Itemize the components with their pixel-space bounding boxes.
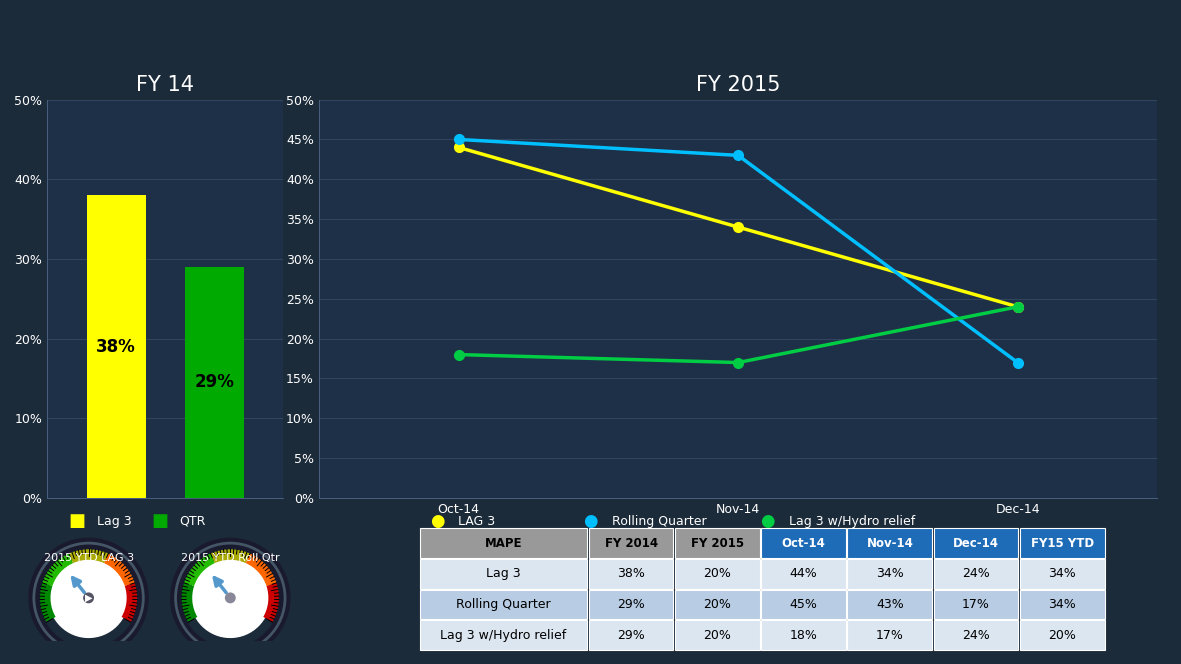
FancyBboxPatch shape [420,529,587,558]
Text: ●: ● [430,512,444,531]
FancyBboxPatch shape [934,559,1018,589]
Wedge shape [43,554,73,586]
Text: 2015 YTD Roll Qtr: 2015 YTD Roll Qtr [181,553,280,563]
Text: Dec-14: Dec-14 [953,537,999,550]
FancyBboxPatch shape [848,620,932,650]
FancyBboxPatch shape [848,559,932,589]
Text: 20%: 20% [1049,629,1076,642]
Text: 17%: 17% [876,629,903,642]
Text: ■: ■ [68,512,85,531]
Wedge shape [246,554,276,586]
FancyBboxPatch shape [589,620,673,650]
Wedge shape [182,583,197,622]
Text: FY 2014: FY 2014 [605,537,658,550]
Wedge shape [210,549,250,563]
FancyBboxPatch shape [589,559,673,589]
FancyBboxPatch shape [762,529,846,558]
Bar [86,195,145,498]
Wedge shape [104,554,135,586]
FancyBboxPatch shape [676,620,759,650]
Wedge shape [40,583,56,622]
Text: 44%: 44% [790,568,817,580]
FancyBboxPatch shape [676,590,759,620]
Text: FY 2015: FY 2015 [691,537,744,550]
Text: 34%: 34% [1049,568,1076,580]
FancyBboxPatch shape [1020,529,1104,558]
FancyBboxPatch shape [848,529,932,558]
Text: 34%: 34% [213,619,248,634]
Text: LAG 3: LAG 3 [458,515,495,528]
Title: FY 2015: FY 2015 [696,75,781,95]
Text: 43%: 43% [876,598,903,611]
FancyBboxPatch shape [589,529,673,558]
FancyBboxPatch shape [762,620,846,650]
Text: 20%: 20% [704,598,731,611]
Text: Rolling Quarter: Rolling Quarter [612,515,706,528]
Wedge shape [263,583,279,622]
Circle shape [191,558,269,637]
FancyBboxPatch shape [762,559,846,589]
Text: Oct-14: Oct-14 [782,537,826,550]
Circle shape [84,593,93,603]
Text: Nov-14: Nov-14 [867,537,913,550]
FancyBboxPatch shape [762,590,846,620]
Text: 34%: 34% [876,568,903,580]
Text: 24%: 24% [963,629,990,642]
Text: 29%: 29% [618,598,645,611]
Text: QTR: QTR [180,515,205,528]
Text: 34%: 34% [71,619,106,634]
FancyBboxPatch shape [589,590,673,620]
Text: ●: ● [761,512,775,531]
Wedge shape [122,583,137,622]
FancyBboxPatch shape [934,529,1018,558]
Text: 20%: 20% [704,568,731,580]
Text: 20%: 20% [704,629,731,642]
FancyBboxPatch shape [420,559,587,589]
Text: 34%: 34% [1049,598,1076,611]
FancyBboxPatch shape [934,620,1018,650]
Text: Lag 3: Lag 3 [97,515,131,528]
Circle shape [226,593,235,603]
Text: 45%: 45% [790,598,817,611]
Text: 38%: 38% [97,337,136,356]
Wedge shape [184,554,215,586]
Text: Lag 3 w/Hydro relief: Lag 3 w/Hydro relief [441,629,567,642]
Title: FY 14: FY 14 [136,75,195,95]
Text: ▶: ▶ [85,593,92,603]
Text: 18%: 18% [790,629,817,642]
Text: ●: ● [583,512,598,531]
Wedge shape [68,549,109,563]
FancyBboxPatch shape [848,590,932,620]
FancyBboxPatch shape [1020,590,1104,620]
FancyBboxPatch shape [676,559,759,589]
Text: MAPE: MAPE [485,537,522,550]
FancyBboxPatch shape [676,529,759,558]
Text: Lag 3: Lag 3 [487,568,521,580]
FancyBboxPatch shape [1020,620,1104,650]
FancyBboxPatch shape [420,620,587,650]
Text: FY15 YTD: FY15 YTD [1031,537,1094,550]
FancyBboxPatch shape [934,590,1018,620]
Text: Lag 3 w/Hydro relief: Lag 3 w/Hydro relief [789,515,915,528]
Bar [185,267,244,498]
FancyBboxPatch shape [1020,559,1104,589]
Text: 24%: 24% [963,568,990,580]
Text: ■: ■ [151,512,168,531]
Circle shape [50,558,128,637]
Text: 2015 YTD LAG 3: 2015 YTD LAG 3 [44,553,133,563]
Text: 17%: 17% [963,598,990,611]
FancyBboxPatch shape [420,590,587,620]
Text: 29%: 29% [195,373,235,392]
Text: 38%: 38% [618,568,645,580]
Text: 29%: 29% [618,629,645,642]
Text: Rolling Quarter: Rolling Quarter [456,598,550,611]
